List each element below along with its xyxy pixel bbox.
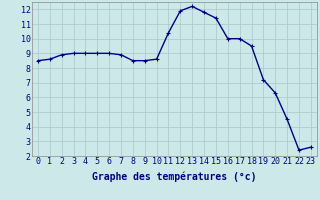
X-axis label: Graphe des températures (°c): Graphe des températures (°c)	[92, 172, 257, 182]
